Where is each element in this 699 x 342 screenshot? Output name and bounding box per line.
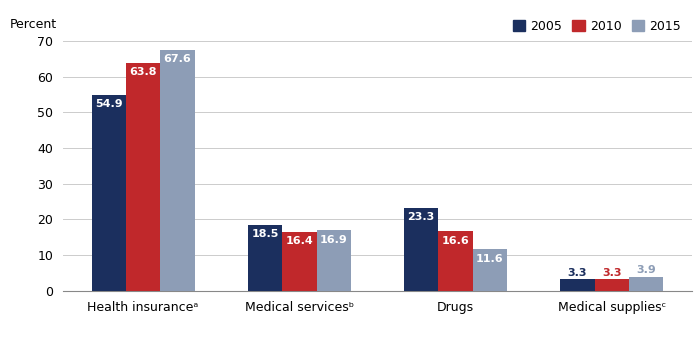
Text: 16.6: 16.6 [442,236,470,246]
Bar [317,231,351,291]
Bar [438,232,473,291]
Legend: 2005, 2010, 2015: 2005, 2010, 2015 [508,15,686,38]
Text: Percent: Percent [9,18,57,31]
Text: 3.3: 3.3 [568,267,587,277]
Text: 16.4: 16.4 [285,236,313,247]
Text: 18.5: 18.5 [251,229,279,239]
Text: 63.8: 63.8 [129,67,157,77]
Text: 23.3: 23.3 [408,212,435,222]
Bar [282,232,317,291]
Text: 11.6: 11.6 [476,254,504,264]
Bar [595,279,629,291]
Bar [473,249,507,291]
Bar [126,63,160,291]
Text: 54.9: 54.9 [95,99,122,109]
Bar [92,95,126,291]
Text: 67.6: 67.6 [164,54,192,64]
Text: 16.9: 16.9 [320,235,347,245]
Text: 3.9: 3.9 [636,265,656,275]
Bar [561,279,595,291]
Bar [629,277,663,291]
Bar [160,50,194,291]
Text: 3.3: 3.3 [602,267,621,277]
Bar [404,208,438,291]
Bar [247,225,282,291]
